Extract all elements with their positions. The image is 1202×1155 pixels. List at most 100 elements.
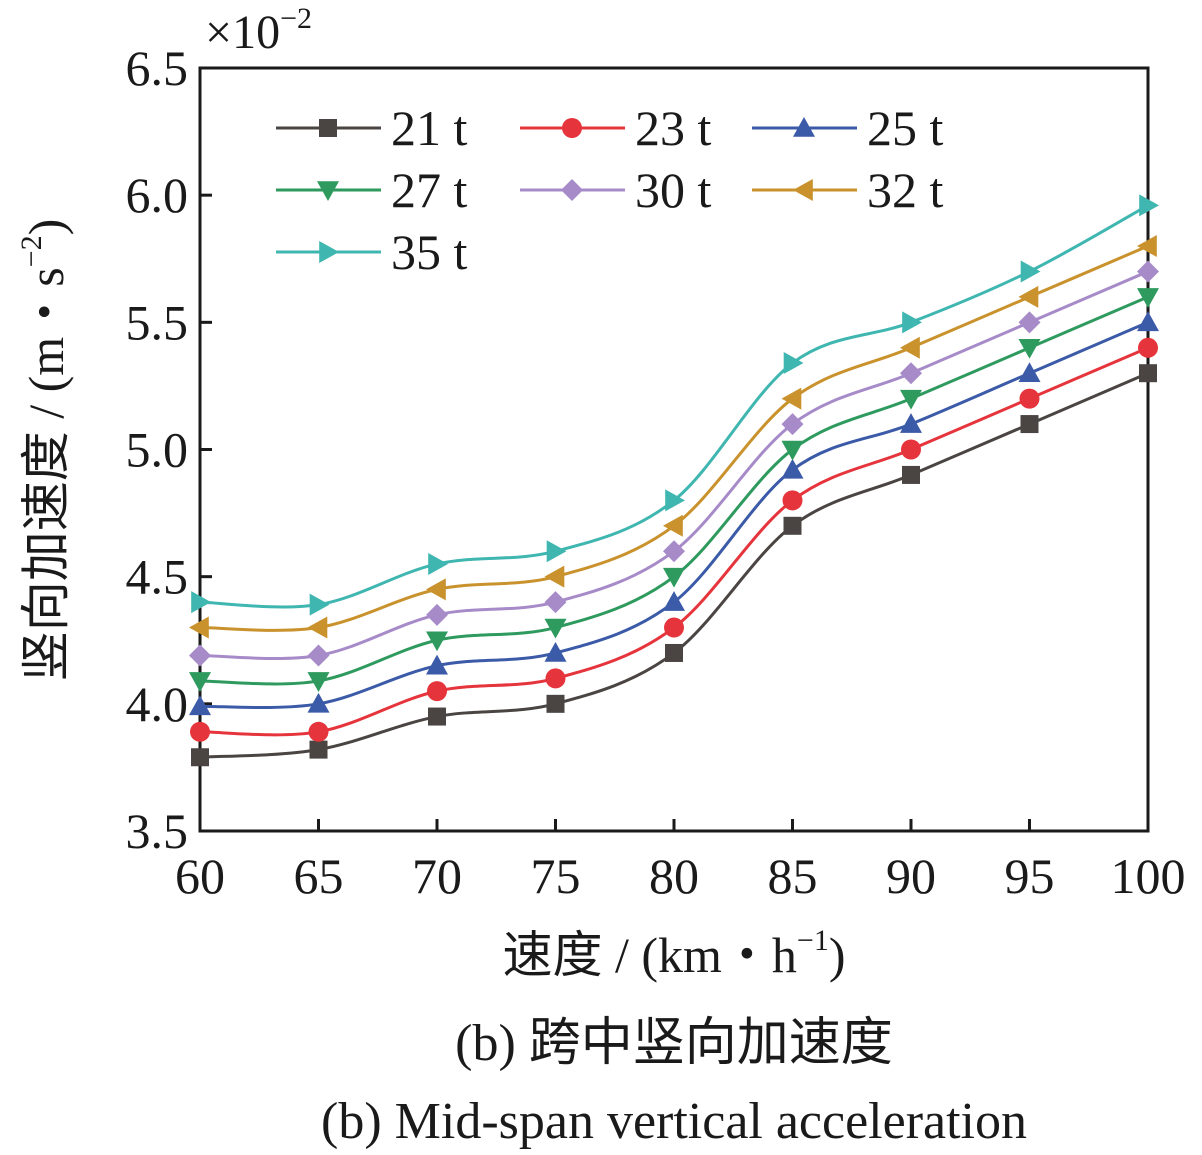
data-point	[781, 440, 804, 461]
y-tick-label: 6.0	[126, 167, 189, 223]
data-point	[900, 389, 922, 410]
data-point	[546, 694, 565, 713]
legend-marker	[562, 118, 582, 138]
legend: 21 t 23 t 25 t 27 t 30 t 32 t 35 t	[276, 100, 944, 280]
x-tick-label: 100	[1111, 848, 1186, 904]
y-tick-label: 3.5	[126, 803, 189, 859]
x-axis-title: 速度 / (km・h−1)	[502, 924, 845, 983]
data-point	[544, 641, 567, 662]
data-point	[189, 616, 209, 639]
data-point	[1137, 235, 1157, 258]
data-point	[902, 311, 922, 334]
data-point	[189, 695, 211, 716]
y-axis-title-close: )	[18, 219, 74, 236]
data-point	[900, 336, 920, 359]
data-point	[665, 489, 685, 512]
data-point	[1137, 288, 1159, 308]
series-layer	[189, 194, 1159, 767]
legend-label: 23 t	[635, 100, 712, 156]
data-point	[428, 552, 448, 575]
data-point	[1018, 362, 1041, 382]
data-point	[901, 439, 921, 460]
data-point	[1138, 337, 1158, 358]
y-multiplier-exponent: −2	[280, 2, 312, 35]
data-point	[544, 565, 565, 588]
data-point	[1018, 338, 1041, 359]
series-27t	[189, 288, 1159, 692]
caption-zh: (b) 跨中竖向加速度	[455, 1015, 893, 1072]
legend-item: 27 t	[276, 162, 468, 218]
series-21t	[191, 364, 1157, 767]
data-point	[902, 465, 920, 484]
series-32t	[189, 235, 1157, 639]
x-axis-title-close: )	[829, 927, 846, 983]
data-point	[1019, 388, 1040, 409]
x-tick-label: 60	[175, 848, 225, 904]
data-point	[426, 631, 448, 652]
x-tick-label: 70	[412, 848, 462, 904]
legend-item: 21 t	[276, 100, 468, 156]
data-point	[189, 644, 211, 667]
data-point	[189, 672, 211, 692]
y-tick-label: 4.5	[126, 549, 189, 605]
legend-item: 35 t	[276, 224, 468, 280]
data-point	[663, 591, 685, 611]
data-point	[308, 721, 329, 742]
data-point	[546, 540, 567, 563]
data-point	[1018, 285, 1039, 308]
series-line	[199, 204, 1149, 609]
y-tick-label: 5.5	[126, 294, 189, 350]
data-point	[307, 692, 330, 713]
data-point	[1139, 194, 1159, 217]
data-point	[426, 654, 448, 675]
data-point	[427, 681, 447, 702]
x-tick-label: 65	[294, 848, 344, 904]
data-point	[309, 593, 330, 616]
data-point	[544, 591, 567, 614]
legend-item: 25 t	[752, 100, 944, 156]
x-axis: 60 65 70 75 80 85 90 95 100	[175, 819, 1186, 904]
data-point	[1137, 260, 1159, 283]
data-point	[191, 591, 211, 614]
legend-item: 30 t	[520, 162, 712, 218]
y-tick-label: 5.0	[126, 422, 189, 478]
x-tick-label: 75	[531, 848, 581, 904]
y-axis-title-exponent: −2	[15, 235, 48, 267]
x-tick-label: 95	[1005, 848, 1055, 904]
data-point	[1020, 415, 1039, 434]
data-point	[1139, 364, 1157, 383]
data-point	[783, 516, 802, 535]
data-point	[545, 668, 566, 689]
caption-en: (b) Mid-span vertical acceleration	[321, 1093, 1027, 1150]
data-point	[191, 748, 209, 767]
x-axis-title-exponent: −1	[797, 924, 829, 957]
data-point	[309, 740, 328, 759]
data-point	[900, 362, 922, 385]
legend-marker	[793, 179, 813, 201]
data-point	[783, 352, 804, 375]
legend-label: 30 t	[635, 162, 712, 218]
x-tick-label: 90	[886, 848, 936, 904]
data-point	[781, 387, 802, 410]
data-point	[307, 672, 330, 692]
x-tick-label: 80	[649, 848, 699, 904]
legend-item: 23 t	[520, 100, 712, 156]
series-35t	[191, 194, 1159, 616]
x-tick-label: 85	[768, 848, 818, 904]
legend-marker	[793, 117, 815, 137]
data-point	[663, 540, 685, 563]
data-point	[900, 413, 922, 433]
data-point	[782, 490, 803, 511]
data-point	[781, 413, 804, 436]
legend-marker	[319, 119, 337, 137]
data-point	[1018, 311, 1041, 334]
data-point	[665, 643, 683, 662]
legend-marker	[561, 179, 583, 201]
series-line	[199, 320, 1149, 710]
y-multiplier: ×10−2	[205, 2, 312, 59]
series-30t	[189, 260, 1159, 667]
y-tick-label: 6.5	[126, 40, 189, 96]
legend-label: 25 t	[867, 100, 944, 156]
data-point	[1020, 260, 1041, 283]
